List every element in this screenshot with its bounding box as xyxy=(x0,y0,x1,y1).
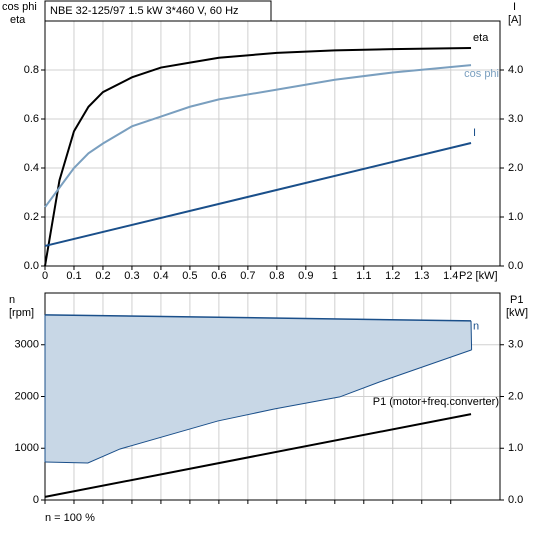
x-tick-label: 0.8 xyxy=(269,270,284,282)
y2-axis-label: [kW] xyxy=(506,307,528,319)
y-tick-label: 0.6 xyxy=(24,113,39,125)
series-label: eta xyxy=(473,32,489,44)
y-tick-label: 0.2 xyxy=(24,211,39,223)
x-axis-label: P2 [kW] xyxy=(459,270,498,282)
x-tick-label: 0.4 xyxy=(153,270,168,282)
y-axis-label: eta xyxy=(10,14,26,26)
series-label: I xyxy=(473,127,476,139)
plot-frame xyxy=(44,20,501,267)
x-tick-label: 0.1 xyxy=(66,270,81,282)
y-tick-label: 2000 xyxy=(15,390,39,402)
y2-tick-label: 4.0 xyxy=(508,64,523,76)
area-edge xyxy=(470,320,473,350)
area-upper xyxy=(44,314,472,322)
x-tick-label: 0.3 xyxy=(124,270,139,282)
x-tick-label: 0.9 xyxy=(298,270,313,282)
area-lower xyxy=(44,349,472,464)
y2-axis-label: I xyxy=(513,1,516,13)
x-tick-label: 0.7 xyxy=(240,270,255,282)
y-axis-label: cos phi xyxy=(2,1,37,13)
y2-tick-label: 2.0 xyxy=(508,162,523,174)
y2-tick-label: 0.0 xyxy=(508,260,523,272)
y2-tick-label: 2.0 xyxy=(508,390,523,402)
x-tick-label: 1.1 xyxy=(356,270,371,282)
y-axis-label: [rpm] xyxy=(9,307,34,319)
y2-tick-label: 3.0 xyxy=(508,339,523,351)
line xyxy=(44,413,472,498)
y2-axis-label: P1 xyxy=(510,294,523,306)
series-label: n xyxy=(473,321,479,333)
line xyxy=(44,142,472,247)
series-label: cos phi xyxy=(464,68,499,80)
y2-tick-label: 1.0 xyxy=(508,442,523,454)
x-tick-label: 0.2 xyxy=(95,270,110,282)
y-tick-label: 1000 xyxy=(15,442,39,454)
x-tick-label: 1.2 xyxy=(385,270,400,282)
footnote: n = 100 % xyxy=(45,512,95,524)
x-tick-label: 1.3 xyxy=(414,270,429,282)
y2-axis-label: [A] xyxy=(508,14,521,26)
x-tick-label: 0.5 xyxy=(182,270,197,282)
y-tick-label: 0.0 xyxy=(24,260,39,272)
y-tick-label: 3000 xyxy=(15,339,39,351)
line xyxy=(44,46,472,267)
y2-tick-label: 0.0 xyxy=(508,494,523,506)
y2-tick-label: 3.0 xyxy=(508,113,523,125)
y-tick-label: 0.8 xyxy=(24,64,39,76)
x-tick-label: 0.6 xyxy=(211,270,226,282)
line xyxy=(44,64,472,208)
y-tick-label: 0.4 xyxy=(24,162,39,174)
y-axis-label: n xyxy=(9,294,15,306)
x-tick-label: 1 xyxy=(332,270,338,282)
chart-title: NBE 32-125/97 1.5 kW 3*460 V, 60 Hz xyxy=(50,5,239,17)
x-tick-label: 1.4 xyxy=(443,270,458,282)
y-tick-label: 0 xyxy=(33,494,39,506)
y2-tick-label: 1.0 xyxy=(508,211,523,223)
x-tick-label: 0 xyxy=(42,270,48,282)
series-label: P1 (motor+freq.converter) xyxy=(373,396,499,408)
area-fill xyxy=(45,314,472,463)
